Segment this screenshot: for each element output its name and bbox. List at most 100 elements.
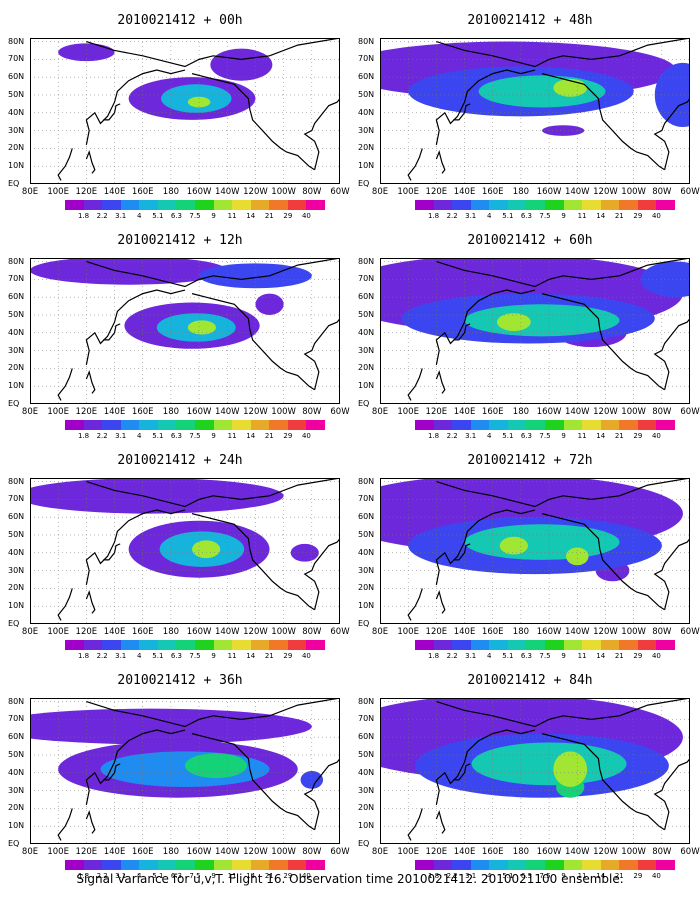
map-area: 80N 70N 60N 50N 40N 30N 20N 10N EQ 80E 100E 120E 140… — [358, 257, 700, 417]
colorbar-label: 6.3 — [520, 432, 532, 440]
x-tick-label: 80E — [21, 627, 39, 637]
y-tick-label: 30N — [358, 785, 375, 795]
colorbar-label: 9 — [561, 212, 566, 220]
colorbar-swatch — [507, 860, 527, 870]
y-tick-label: 60N — [8, 732, 25, 742]
x-tick-label: 80E — [21, 847, 39, 857]
x-tick-label: 160E — [481, 187, 504, 197]
colorbar-label: 3.1 — [465, 872, 477, 880]
colorbar-swatch — [250, 200, 270, 210]
y-tick-label: 40N — [8, 107, 25, 117]
x-tick-label: 100W — [271, 187, 296, 197]
variance-region — [255, 293, 284, 315]
variance-region — [471, 742, 627, 786]
colorbar-swatch — [213, 200, 233, 210]
y-tick-label: 80N — [8, 36, 25, 46]
colorbar-swatch — [452, 420, 472, 430]
colorbar-swatch — [507, 420, 527, 430]
x-tick-label: 140E — [453, 627, 476, 637]
y-tick-label: 70N — [358, 494, 375, 504]
map-frame — [380, 698, 690, 844]
x-tick-label: 120W — [593, 627, 618, 637]
coastline — [103, 323, 121, 341]
x-tick-label: 60W — [330, 627, 350, 637]
coastline — [435, 590, 446, 614]
coastline — [85, 509, 186, 585]
map-area: 80N 70N 60N 50N 40N 30N 20N 10N EQ 80E 100E 120E 140… — [8, 697, 350, 857]
coastline — [85, 150, 96, 174]
colorbar-label: 2.2 — [446, 652, 458, 660]
colorbar-label: 3.1 — [115, 652, 127, 660]
y-tick-label: 30N — [358, 125, 375, 135]
colorbar-swatch — [195, 200, 215, 210]
colorbar-swatch — [157, 640, 177, 650]
x-tick-label: 100E — [397, 407, 419, 417]
colorbar-swatch — [433, 860, 453, 870]
y-tick-label: 50N — [358, 749, 375, 759]
x-tick-label: 180 — [162, 187, 180, 197]
y-tick-label: 30N — [8, 565, 25, 575]
colorbar-swatch — [157, 420, 177, 430]
x-tick-label: 60W — [330, 187, 350, 197]
x-tick-label: 160W — [186, 407, 212, 417]
colorbar-label: 29 — [283, 212, 293, 220]
x-tick-label: 80W — [652, 407, 672, 417]
colorbar-label: 9 — [211, 872, 216, 880]
colorbar-label: 11 — [577, 212, 587, 220]
colorbar-swatch — [582, 640, 602, 650]
colorbar-swatch — [656, 860, 676, 870]
coastline — [541, 733, 665, 831]
y-tick-label: EQ — [8, 839, 20, 848]
colorbar-label: 21 — [614, 432, 624, 440]
colorbar-label: 1.8 — [427, 872, 440, 880]
colorbar-label: 1.8 — [427, 652, 440, 660]
x-tick-label: 80W — [302, 627, 322, 637]
x-tick-label: 160E — [131, 187, 154, 197]
colorbar-label: 14 — [246, 432, 256, 440]
colorbar-swatch — [452, 640, 472, 650]
x-tick-label: 100E — [47, 187, 69, 197]
y-tick-label: 70N — [358, 274, 375, 284]
y-tick-label: 60N — [358, 72, 375, 82]
variance-region — [58, 43, 115, 62]
map-plot — [30, 698, 340, 844]
x-tick-label: 120W — [243, 627, 268, 637]
y-tick-label: 10N — [8, 381, 25, 391]
coastline — [435, 289, 536, 365]
x-tick-label: 100W — [271, 407, 296, 417]
colorbar-swatch — [582, 860, 602, 870]
y-tick-label: 80N — [8, 476, 25, 486]
colorbar-label: 11 — [577, 432, 587, 440]
colorbar-label: 21 — [264, 872, 274, 880]
coastline — [103, 103, 121, 121]
map-panel: 2010021412 + 60h 80N 70N 60N 50N 40N 30N 20N 10N… — [358, 225, 700, 445]
colorbar-swatch — [269, 420, 289, 430]
y-tick-label: 50N — [8, 89, 25, 99]
variance-region — [185, 753, 247, 779]
map-frame — [380, 478, 690, 624]
x-tick-label: 120E — [75, 847, 98, 857]
x-tick-label: 60W — [680, 407, 700, 417]
y-tick-label: EQ — [358, 619, 370, 628]
y-tick-label: 80N — [358, 36, 375, 46]
colorbar-label: 2.2 — [446, 432, 458, 440]
coastline — [57, 368, 73, 401]
colorbar-swatch — [563, 640, 583, 650]
colorbar-label: 3.1 — [465, 652, 477, 660]
coastline — [653, 318, 690, 390]
x-tick-label: 160W — [536, 187, 562, 197]
x-tick-label: 80W — [652, 627, 672, 637]
variance-region — [187, 320, 216, 335]
map-panel: 2010021412 + 72h 80N 70N 60N 50N 40N 30N 20N 10N… — [358, 445, 700, 665]
colorbar-swatch — [526, 420, 546, 430]
variance-region — [290, 543, 319, 562]
colorbar-label: 4 — [137, 652, 142, 660]
colorbar: 1.8 2.2 3.1 4 5.1 6.3 7.5 9 11 14 21 29 40 — [415, 640, 676, 664]
variance-region — [542, 125, 585, 136]
coastline — [541, 513, 665, 611]
colorbar-swatch — [600, 640, 620, 650]
coastline — [436, 698, 690, 728]
colorbar-label: 6.3 — [520, 212, 532, 220]
colorbar-label: 6.3 — [170, 652, 182, 660]
colorbar-label: 14 — [596, 872, 606, 880]
